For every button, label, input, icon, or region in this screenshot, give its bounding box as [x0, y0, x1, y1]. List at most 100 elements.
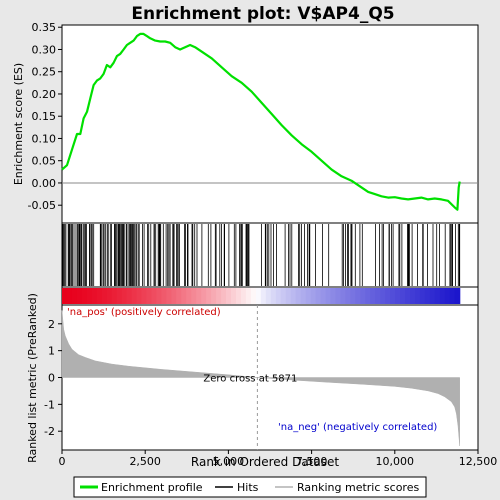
zero-cross-label: Zero cross at 5871 — [203, 374, 297, 385]
color-band-segment — [415, 288, 421, 304]
es-y-tick-label: 0.00 — [32, 177, 57, 190]
color-band-segment — [231, 288, 237, 304]
color-band-segment — [156, 288, 163, 304]
color-band-segment — [141, 288, 148, 304]
color-band-segment — [395, 288, 401, 304]
color-band-segment — [151, 288, 158, 304]
color-band-segment — [116, 288, 123, 304]
color-band-segment — [62, 288, 68, 304]
metric-y-axis-label: Ranked list metric (PreRanked) — [26, 293, 39, 463]
x-tick-label: 10,000 — [376, 455, 415, 468]
x-tick-label: 0 — [59, 455, 66, 468]
color-band-segment — [400, 288, 406, 304]
color-band-segment — [96, 288, 103, 304]
color-band-segment — [380, 288, 386, 304]
es-y-tick-label: 0.10 — [32, 132, 57, 145]
color-band-segment — [71, 288, 78, 304]
enrichment-profile-line-group — [61, 32, 461, 211]
enrichment-profile-line — [61, 32, 461, 211]
color-band-segment — [280, 288, 287, 304]
color-band-segment — [146, 288, 153, 304]
ranking-metric-area-group — [61, 310, 460, 447]
color-band-segment — [136, 288, 143, 304]
correlation-color-strip — [62, 288, 461, 304]
metric-panel: -2 -1 0 1 2 Zero cross at 5871 'na_pos' (pos… — [26, 293, 479, 463]
color-band-segment — [221, 288, 227, 304]
legend-box — [73, 476, 427, 498]
color-band-segment — [126, 288, 133, 304]
x-tick-label: 2,500 — [129, 455, 161, 468]
metric-y-tick-label: -1 — [44, 398, 55, 411]
metric-y-tick-label: -2 — [44, 425, 55, 438]
color-band-segment — [91, 288, 98, 304]
color-band-segment — [270, 288, 277, 304]
color-band-segment — [275, 288, 282, 304]
color-band-segment — [350, 288, 356, 304]
color-band — [61, 286, 479, 306]
legend-label-enrichment-profile: Enrichment profile — [101, 481, 203, 494]
es-y-tick-label: 0.30 — [32, 43, 57, 56]
color-band-segment — [176, 288, 182, 304]
color-band-segment — [449, 288, 456, 304]
color-band-segment — [340, 288, 346, 304]
color-band-segment — [191, 288, 197, 304]
color-band-segment — [310, 288, 317, 304]
color-band-segment — [390, 288, 396, 304]
color-band-segment — [265, 288, 272, 304]
color-band-segment — [454, 288, 461, 304]
es-y-tick-label: 0.15 — [32, 110, 57, 123]
metric-y-tick-label: 2 — [48, 318, 55, 331]
hit-ticks-group — [62, 224, 461, 286]
color-band-segment — [186, 288, 192, 304]
color-band-segment — [345, 288, 351, 304]
color-band-segment — [106, 288, 113, 304]
color-band-segment — [181, 288, 187, 304]
color-band-segment — [315, 288, 322, 304]
ranking-metric-area — [61, 310, 460, 447]
color-band-segment — [325, 288, 332, 304]
color-band-segment — [295, 288, 302, 304]
x-tick-label: 7,500 — [296, 455, 328, 468]
color-band-segment — [429, 288, 436, 304]
color-band-segment — [305, 288, 312, 304]
color-band-segment — [250, 288, 257, 304]
color-band-segment — [260, 288, 267, 304]
color-band-segment — [285, 288, 292, 304]
color-band-segment — [81, 288, 88, 304]
color-band-segment — [300, 288, 307, 304]
legend: Enrichment profile Hits Ranking metric s… — [73, 476, 427, 498]
color-band-segment — [101, 288, 108, 304]
color-band-segment — [166, 288, 172, 304]
color-band-segment — [161, 288, 167, 304]
color-band-segment — [121, 288, 128, 304]
color-band-segment — [410, 288, 416, 304]
color-band-segment — [201, 288, 207, 304]
color-band-segment — [365, 288, 371, 304]
color-band-segment — [375, 288, 381, 304]
color-band-segment — [196, 288, 202, 304]
color-band-segment — [216, 288, 222, 304]
color-band-segment — [211, 288, 217, 304]
color-band-segment — [290, 288, 297, 304]
x-axis-label: Rank in Ordered Dataset — [191, 455, 339, 469]
na-neg-label: 'na_neg' (negatively correlated) — [278, 422, 437, 433]
es-y-axis: -0.05 0.00 0.05 0.10 0.15 0.20 0.25 0.30 0.35 — [28, 21, 62, 212]
color-band-segment — [171, 288, 177, 304]
color-band-segment — [206, 288, 212, 304]
color-band-segment — [330, 288, 336, 304]
color-band-segment — [241, 288, 247, 304]
es-y-tick-label: 0.25 — [32, 66, 57, 79]
es-panel: -0.05 0.00 0.05 0.10 0.15 0.20 0.25 0.30 0.35 En… — [12, 21, 479, 224]
metric-y-tick-label: 1 — [48, 345, 55, 358]
legend-label-hits: Hits — [237, 481, 259, 494]
x-axis: 0 2,500 5,000 7,500 10,000 12,500 — [59, 450, 497, 468]
color-band-segment — [236, 288, 242, 304]
na-pos-label: 'na_pos' (positively correlated) — [67, 307, 221, 318]
color-band-segment — [255, 288, 262, 304]
color-band-segment — [226, 288, 232, 304]
metric-y-tick-label: 0 — [48, 372, 55, 385]
es-y-tick-label: 0.05 — [32, 155, 57, 168]
hits-panel — [61, 222, 479, 288]
color-band-segment — [444, 288, 451, 304]
